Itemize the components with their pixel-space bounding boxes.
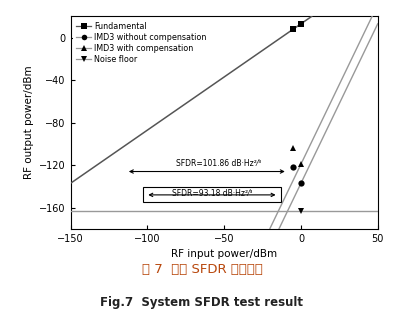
Text: SFDR=101.86 dB·Hz²⁄³: SFDR=101.86 dB·Hz²⁄³: [177, 159, 262, 168]
Y-axis label: RF output power/dBm: RF output power/dBm: [24, 66, 34, 180]
Text: SFDR=93.18 dB·Hz²⁄³: SFDR=93.18 dB·Hz²⁄³: [172, 189, 252, 198]
Text: Fig.7  System SFDR test result: Fig.7 System SFDR test result: [101, 296, 303, 309]
X-axis label: RF input power/dBm: RF input power/dBm: [171, 249, 277, 259]
Legend: Fundamental, IMD3 without compensation, IMD3 with compensation, Noise floor: Fundamental, IMD3 without compensation, …: [73, 19, 210, 67]
Text: 图 7  系统 SFDR 测试结果: 图 7 系统 SFDR 测试结果: [141, 263, 263, 276]
Bar: [143, 187, 281, 202]
